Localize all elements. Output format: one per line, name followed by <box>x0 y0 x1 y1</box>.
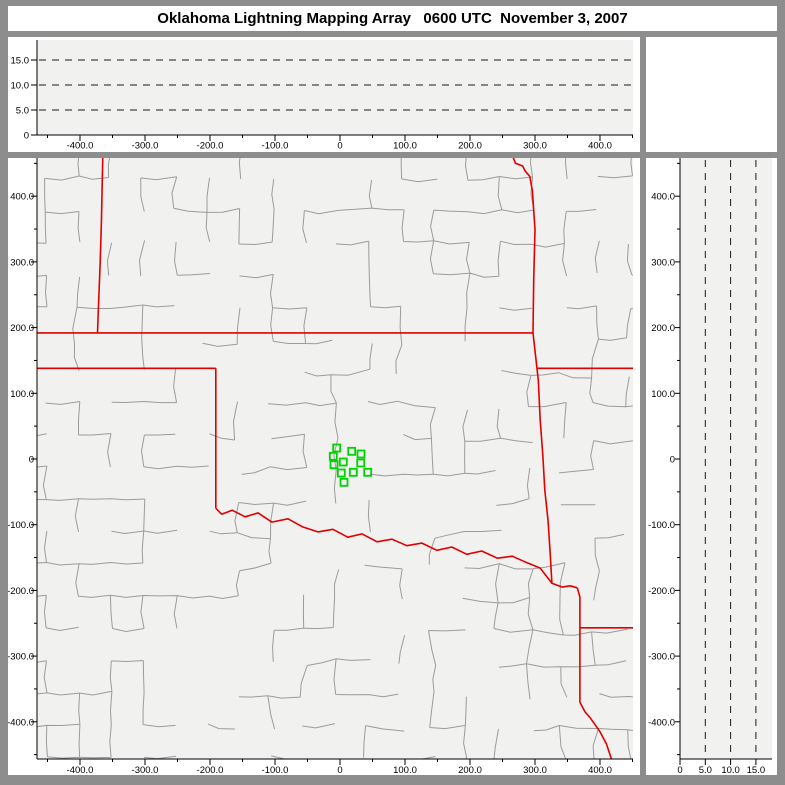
lma-station-marker <box>332 443 342 453</box>
altitude-tick-label: 0 <box>677 765 682 775</box>
lma-station-marker <box>348 467 358 477</box>
ew-tick-label: 200.0 <box>458 765 482 775</box>
lma-station-marker <box>356 458 366 468</box>
altitude-tick-label: 5.0 <box>699 765 712 775</box>
ew-tick-label: -300.0 <box>132 141 159 152</box>
lma-station-marker <box>347 446 357 456</box>
altitude-gridlines <box>704 160 757 755</box>
ns-tick-label: 100.0 <box>10 389 34 400</box>
map-axes: 400.0 300.0 200.0 100.0 0 -100.0 -200.0 -300.0 -… <box>8 158 633 775</box>
ns-tick-label: 400.0 <box>651 192 675 203</box>
ns-tick-label: 300.0 <box>10 257 34 268</box>
lma-station-marker <box>336 468 346 478</box>
ns-tick-label: -100.0 <box>648 520 675 531</box>
plot-background <box>680 158 772 759</box>
state-borders <box>37 158 633 759</box>
altitude-ns-plot[interactable]: 400.0 300.0 200.0 100.0 0 -100.0 -200.0 -300.0 -… <box>646 158 777 775</box>
map-plot[interactable]: 400.0 300.0 200.0 100.0 0 -100.0 -200.0 -300.0 -… <box>8 158 640 775</box>
border-texas-arkansas <box>576 587 613 759</box>
ns-tick-label: 0 <box>29 455 34 466</box>
ew-tick-label: 300.0 <box>523 765 547 775</box>
ew-tick-label: 300.0 <box>523 141 547 152</box>
window-title: Oklahoma Lightning Mapping Array 0600 UT… <box>157 10 628 27</box>
plot-background <box>37 40 633 135</box>
ew-tick-label: -400.0 <box>67 765 94 775</box>
altitude-ew-plot[interactable]: 0 5.0 10.0 15.0 -400.0 -300.0 -200.0 -100.0 0 100… <box>8 37 640 152</box>
lma-station-marker <box>329 460 339 470</box>
ns-tick-label: -400.0 <box>648 717 675 728</box>
map-panel[interactable]: 400.0 300.0 200.0 100.0 0 -100.0 -200.0 -300.0 -… <box>8 158 640 775</box>
ew-tick-label: -200.0 <box>197 765 224 775</box>
altitude-tick-label: 10.0 <box>11 81 30 92</box>
ew-tick-label: 100.0 <box>393 765 417 775</box>
altitude-tick-label: 15.0 <box>11 56 30 67</box>
ew-tick-label: 400.0 <box>588 141 612 152</box>
altitude-ew-panel[interactable]: 0 5.0 10.0 15.0 -400.0 -300.0 -200.0 -100.0 0 100… <box>8 37 640 152</box>
ns-tick-label: 400.0 <box>10 192 34 203</box>
ew-tick-label: 400.0 <box>588 765 612 775</box>
lma-station-marker <box>356 449 366 459</box>
ew-tick-label: -100.0 <box>262 765 289 775</box>
ew-tick-label: 200.0 <box>458 141 482 152</box>
ew-tick-label: -200.0 <box>197 141 224 152</box>
ns-tick-label: -100.0 <box>8 520 34 531</box>
altitude-ns-panel[interactable]: 400.0 300.0 200.0 100.0 0 -100.0 -200.0 -300.0 -… <box>646 158 777 775</box>
border-red-river <box>215 507 578 589</box>
border-colorado-kansas <box>96 158 104 333</box>
altitude-tick-label: 0 <box>24 131 29 142</box>
ns-tick-label: -200.0 <box>648 586 675 597</box>
border-oklahoma-missouri-arkansas-east <box>512 158 553 584</box>
lma-station-marker <box>363 467 373 477</box>
axes: 0 5.0 10.0 15.0 -400.0 -300.0 -200.0 -100.0 0 100… <box>11 40 633 152</box>
ns-tick-label: 300.0 <box>651 257 675 268</box>
altitude-tick-label: 5.0 <box>16 106 29 117</box>
corner-box <box>646 37 777 152</box>
ns-tick-label: -200.0 <box>8 586 34 597</box>
ns-tick-label: -300.0 <box>648 652 675 663</box>
altitude-tick-label: 15.0 <box>747 765 766 775</box>
title-bar: Oklahoma Lightning Mapping Array 0600 UT… <box>8 6 777 31</box>
ew-tick-label: -300.0 <box>132 765 159 775</box>
lma-station-marker <box>338 457 348 467</box>
ns-tick-label: 100.0 <box>651 389 675 400</box>
ns-tick-label: 200.0 <box>651 323 675 334</box>
lma-stations <box>328 443 373 487</box>
axes: 400.0 300.0 200.0 100.0 0 -100.0 -200.0 -300.0 -… <box>648 158 772 775</box>
ew-tick-label: 100.0 <box>393 141 417 152</box>
ns-tick-label: -300.0 <box>8 652 34 663</box>
ns-tick-label: 200.0 <box>10 323 34 334</box>
ns-tick-label: -400.0 <box>8 717 34 728</box>
lma-station-marker <box>339 477 349 487</box>
ew-tick-label: -400.0 <box>67 141 94 152</box>
ew-tick-label: 0 <box>337 141 342 152</box>
ns-tick-label: 0 <box>670 455 675 466</box>
altitude-tick-label: 10.0 <box>721 765 740 775</box>
ew-tick-label: -100.0 <box>262 141 289 152</box>
lma-station-marker <box>328 451 338 461</box>
ew-tick-label: 0 <box>337 765 342 775</box>
